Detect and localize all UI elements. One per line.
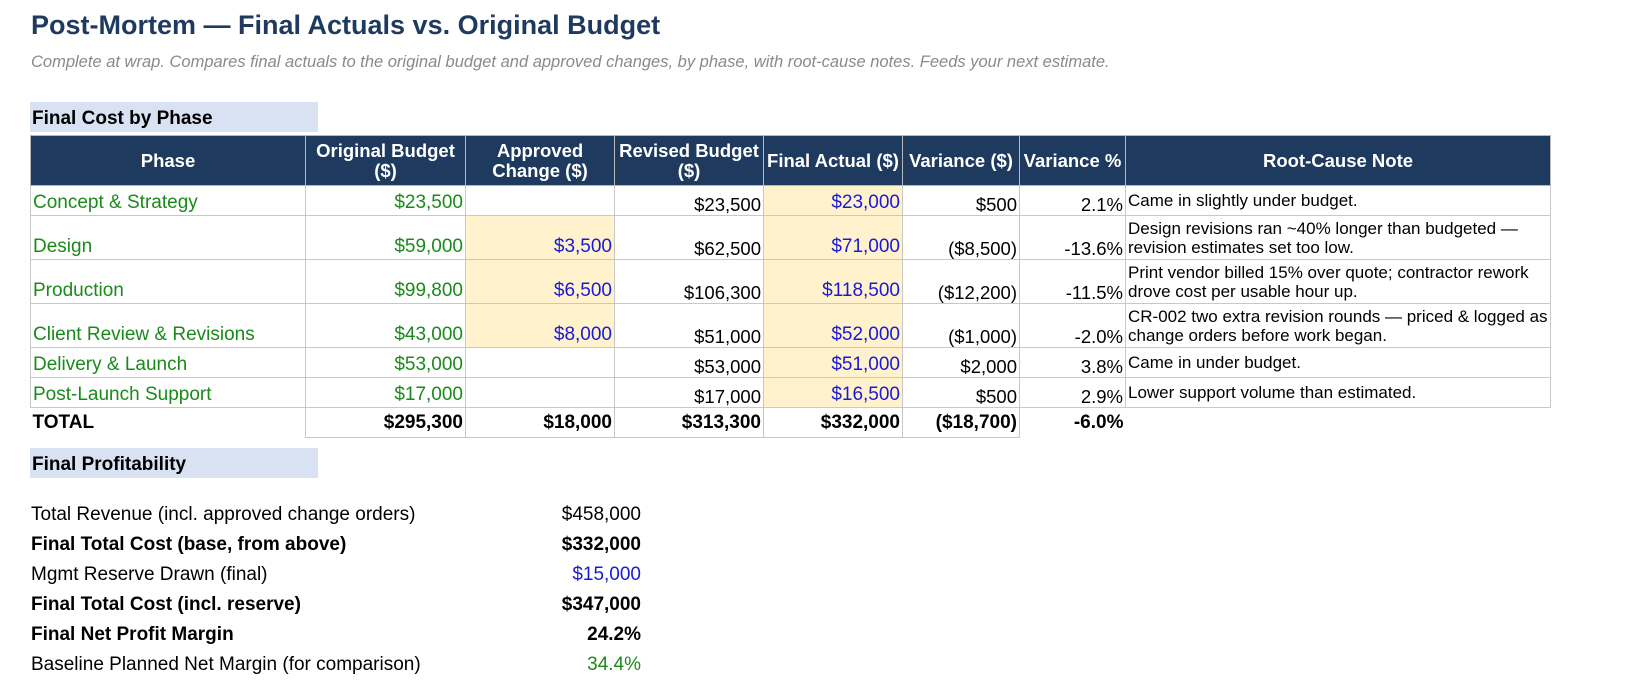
cell-original-budget[interactable]: $99,800 <box>305 259 466 304</box>
cell-variance-pct[interactable]: -11.5% <box>1019 259 1126 304</box>
cell-root-cause-note[interactable]: Came in under budget. <box>1125 347 1551 378</box>
profit-row-final-net-margin: Final Net Profit Margin 24.2% <box>31 620 641 650</box>
cell-variance[interactable]: $500 <box>902 185 1020 216</box>
cell-revised-budget[interactable]: $106,300 <box>614 259 764 304</box>
total-note-empty[interactable] <box>1126 408 1551 438</box>
cell-approved-change[interactable] <box>465 347 615 378</box>
cell-approved-change[interactable] <box>465 377 615 408</box>
profit-row-final-total-cost-reserve: Final Total Cost (incl. reserve) $347,00… <box>31 590 641 620</box>
column-header-phase[interactable]: Phase <box>30 135 306 186</box>
cell-approved-change[interactable]: $6,500 <box>465 259 615 304</box>
cell-revised-budget[interactable]: $62,500 <box>614 215 764 260</box>
cell-phase[interactable]: Client Review & Revisions <box>30 303 306 348</box>
cell-original-budget[interactable]: $53,000 <box>305 347 466 378</box>
column-header-root-cause[interactable]: Root-Cause Note <box>1125 135 1551 186</box>
page-title: Post-Mortem — Final Actuals vs. Original… <box>31 10 661 40</box>
cell-phase[interactable]: Post-Launch Support <box>30 377 306 408</box>
cell-variance[interactable]: ($12,200) <box>902 259 1020 304</box>
profitability-list: Total Revenue (incl. approved change ord… <box>31 500 641 680</box>
cell-revised-budget[interactable]: $53,000 <box>614 347 764 378</box>
profit-value[interactable]: $332,000 <box>561 534 641 555</box>
profit-label[interactable]: Final Total Cost (incl. reserve) <box>31 594 301 615</box>
cell-original-budget[interactable]: $17,000 <box>305 377 466 408</box>
cell-final-actual[interactable]: $16,500 <box>763 377 903 408</box>
section-label-final-profitability: Final Profitability <box>30 448 318 478</box>
page-subtitle: Complete at wrap. Compares final actuals… <box>31 53 1110 71</box>
cell-variance-pct[interactable]: -13.6% <box>1019 215 1126 260</box>
cell-final-actual[interactable]: $52,000 <box>763 303 903 348</box>
section-label-final-cost: Final Cost by Phase <box>30 102 318 132</box>
cell-root-cause-note[interactable]: Came in slightly under budget. <box>1125 185 1551 216</box>
cell-phase[interactable]: Production <box>30 259 306 304</box>
profit-row-final-total-cost-base: Final Total Cost (base, from above) $332… <box>31 530 641 560</box>
profit-row-baseline-margin: Baseline Planned Net Margin (for compari… <box>31 650 641 680</box>
cell-variance-pct[interactable]: -2.0% <box>1019 303 1126 348</box>
cell-final-actual[interactable]: $51,000 <box>763 347 903 378</box>
total-final-actual[interactable]: $332,000 <box>763 407 903 438</box>
profit-value[interactable]: $15,000 <box>572 564 641 585</box>
cell-final-actual[interactable]: $118,500 <box>763 259 903 304</box>
column-header-original-budget[interactable]: Original Budget ($) <box>305 135 466 186</box>
cell-variance[interactable]: ($8,500) <box>902 215 1020 260</box>
profit-value[interactable]: 24.2% <box>587 624 641 645</box>
cell-phase[interactable]: Design <box>30 215 306 260</box>
cell-original-budget[interactable]: $23,500 <box>305 185 466 216</box>
profit-value[interactable]: $458,000 <box>561 504 641 525</box>
column-header-approved-change[interactable]: Approved Change ($) <box>465 135 615 186</box>
total-variance-pct[interactable]: -6.0% <box>1073 411 1124 433</box>
total-original-budget[interactable]: $295,300 <box>305 407 466 438</box>
total-row: TOTAL $295,300 $18,000 $313,300 $332,000… <box>30 407 1551 438</box>
total-approved-change[interactable]: $18,000 <box>465 407 615 438</box>
profit-label[interactable]: Final Net Profit Margin <box>31 624 234 645</box>
column-header-final-actual[interactable]: Final Actual ($) <box>763 135 903 186</box>
total-label[interactable]: TOTAL <box>30 407 306 438</box>
profit-label[interactable]: Final Total Cost (base, from above) <box>31 534 347 555</box>
table-row: Production $99,800 $6,500 $106,300 $118,… <box>30 259 1551 304</box>
cell-revised-budget[interactable]: $17,000 <box>614 377 764 408</box>
table-row: Design $59,000 $3,500 $62,500 $71,000 ($… <box>30 215 1551 260</box>
cell-original-budget[interactable]: $43,000 <box>305 303 466 348</box>
cell-root-cause-note[interactable]: Lower support volume than estimated. <box>1125 377 1551 408</box>
cell-root-cause-note[interactable]: CR-002 two extra revision rounds — price… <box>1125 303 1551 348</box>
cell-revised-budget[interactable]: $23,500 <box>614 185 764 216</box>
table-row: Client Review & Revisions $43,000 $8,000… <box>30 303 1551 348</box>
cell-phase[interactable]: Concept & Strategy <box>30 185 306 216</box>
profit-row-mgmt-reserve: Mgmt Reserve Drawn (final) $15,000 <box>31 560 641 590</box>
table-row: Post-Launch Support $17,000 $17,000 $16,… <box>30 377 1551 408</box>
table-header-row: Phase Original Budget ($) Approved Chang… <box>30 135 1551 186</box>
cell-phase[interactable]: Delivery & Launch <box>30 347 306 378</box>
cell-final-actual[interactable]: $71,000 <box>763 215 903 260</box>
total-variance[interactable]: ($18,700) <box>902 407 1020 438</box>
cell-approved-change[interactable]: $8,000 <box>465 303 615 348</box>
cell-root-cause-note[interactable]: Print vendor billed 15% over quote; cont… <box>1125 259 1551 304</box>
total-revised-budget[interactable]: $313,300 <box>614 407 764 438</box>
profit-value[interactable]: $347,000 <box>561 594 641 615</box>
cell-variance[interactable]: ($1,000) <box>902 303 1020 348</box>
cell-final-actual[interactable]: $23,000 <box>763 185 903 216</box>
cell-original-budget[interactable]: $59,000 <box>305 215 466 260</box>
cell-variance-pct[interactable]: 2.1% <box>1019 185 1126 216</box>
cell-variance-pct[interactable]: 3.8% <box>1019 347 1126 378</box>
profit-label[interactable]: Baseline Planned Net Margin (for compari… <box>31 654 421 675</box>
cell-approved-change[interactable]: $3,500 <box>465 215 615 260</box>
profit-row-total-revenue: Total Revenue (incl. approved change ord… <box>31 500 641 530</box>
table-row: Concept & Strategy $23,500 $23,500 $23,0… <box>30 185 1551 216</box>
profit-label[interactable]: Total Revenue (incl. approved change ord… <box>31 504 416 525</box>
cell-root-cause-note[interactable]: Design revisions ran ~40% longer than bu… <box>1125 215 1551 260</box>
cell-variance-pct[interactable]: 2.9% <box>1019 377 1126 408</box>
final-cost-table: Phase Original Budget ($) Approved Chang… <box>30 135 1551 438</box>
cell-variance[interactable]: $500 <box>902 377 1020 408</box>
cell-approved-change[interactable] <box>465 185 615 216</box>
cell-revised-budget[interactable]: $51,000 <box>614 303 764 348</box>
column-header-variance[interactable]: Variance ($) <box>902 135 1020 186</box>
cell-variance[interactable]: $2,000 <box>902 347 1020 378</box>
table-row: Delivery & Launch $53,000 $53,000 $51,00… <box>30 347 1551 378</box>
profit-value[interactable]: 34.4% <box>587 654 641 675</box>
column-header-revised-budget[interactable]: Revised Budget ($) <box>614 135 764 186</box>
profit-label[interactable]: Mgmt Reserve Drawn (final) <box>31 564 268 585</box>
column-header-variance-pct[interactable]: Variance % <box>1019 135 1126 186</box>
